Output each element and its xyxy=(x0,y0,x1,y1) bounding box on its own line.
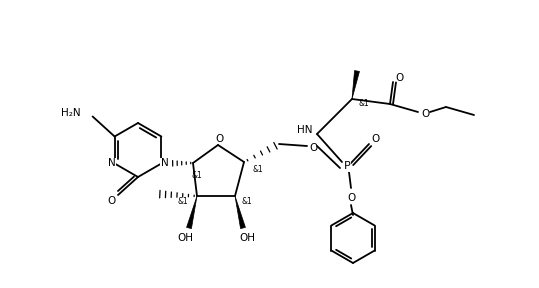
Text: H₂N: H₂N xyxy=(61,107,81,118)
Text: &1: &1 xyxy=(358,99,369,109)
Text: &1: &1 xyxy=(192,170,202,179)
Text: N: N xyxy=(161,158,168,168)
Text: O: O xyxy=(421,109,429,119)
Text: O: O xyxy=(215,134,223,144)
Text: OH: OH xyxy=(177,233,193,243)
Text: O: O xyxy=(372,134,380,144)
Text: O: O xyxy=(396,73,404,83)
Polygon shape xyxy=(186,196,197,229)
Polygon shape xyxy=(235,196,245,229)
Text: O: O xyxy=(348,193,356,203)
Text: O: O xyxy=(108,196,116,206)
Text: O: O xyxy=(309,143,317,153)
Text: N: N xyxy=(108,158,115,168)
Text: &1: &1 xyxy=(253,166,264,175)
Text: &1: &1 xyxy=(241,196,252,206)
Text: OH: OH xyxy=(239,233,255,243)
Text: &1: &1 xyxy=(178,196,188,206)
Polygon shape xyxy=(352,71,360,99)
Text: P: P xyxy=(344,161,350,171)
Text: HN: HN xyxy=(297,125,313,135)
